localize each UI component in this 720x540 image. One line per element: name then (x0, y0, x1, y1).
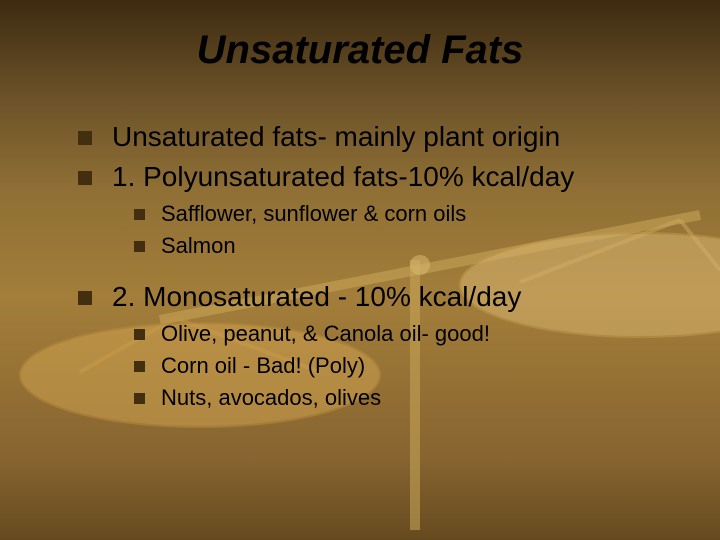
square-bullet-icon (134, 329, 145, 340)
bullet-list-level2: Safflower, sunflower & corn oils Salmon (134, 201, 720, 259)
square-bullet-icon (134, 361, 145, 372)
list-item: Unsaturated fats- mainly plant origin (78, 121, 720, 153)
list-item-text: Nuts, avocados, olives (161, 385, 381, 411)
list-item-text: 1. Polyunsaturated fats-10% kcal/day (112, 161, 574, 193)
bullet-list-level2: Olive, peanut, & Canola oil- good! Corn … (134, 321, 720, 411)
list-item: 2. Monosaturated - 10% kcal/day (78, 281, 720, 313)
square-bullet-icon (134, 393, 145, 404)
square-bullet-icon (134, 209, 145, 220)
list-item: Salmon (134, 233, 720, 259)
list-item: Corn oil - Bad! (Poly) (134, 353, 720, 379)
list-item-text: Salmon (161, 233, 236, 259)
square-bullet-icon (134, 241, 145, 252)
list-item: 1. Polyunsaturated fats-10% kcal/day (78, 161, 720, 193)
list-item-text: Safflower, sunflower & corn oils (161, 201, 466, 227)
square-bullet-icon (78, 291, 92, 305)
list-item-text: 2. Monosaturated - 10% kcal/day (112, 281, 521, 313)
list-item: Safflower, sunflower & corn oils (134, 201, 720, 227)
square-bullet-icon (78, 131, 92, 145)
list-item-text: Olive, peanut, & Canola oil- good! (161, 321, 490, 347)
list-item: Olive, peanut, & Canola oil- good! (134, 321, 720, 347)
list-item-text: Corn oil - Bad! (Poly) (161, 353, 365, 379)
slide-content: Unsaturated Fats Unsaturated fats- mainl… (0, 0, 720, 540)
bullet-list-level1: Unsaturated fats- mainly plant origin 1.… (78, 121, 720, 193)
square-bullet-icon (78, 171, 92, 185)
slide-title: Unsaturated Fats (0, 28, 720, 73)
bullet-list-level1: 2. Monosaturated - 10% kcal/day (78, 281, 720, 313)
list-item-text: Unsaturated fats- mainly plant origin (112, 121, 560, 153)
list-item: Nuts, avocados, olives (134, 385, 720, 411)
